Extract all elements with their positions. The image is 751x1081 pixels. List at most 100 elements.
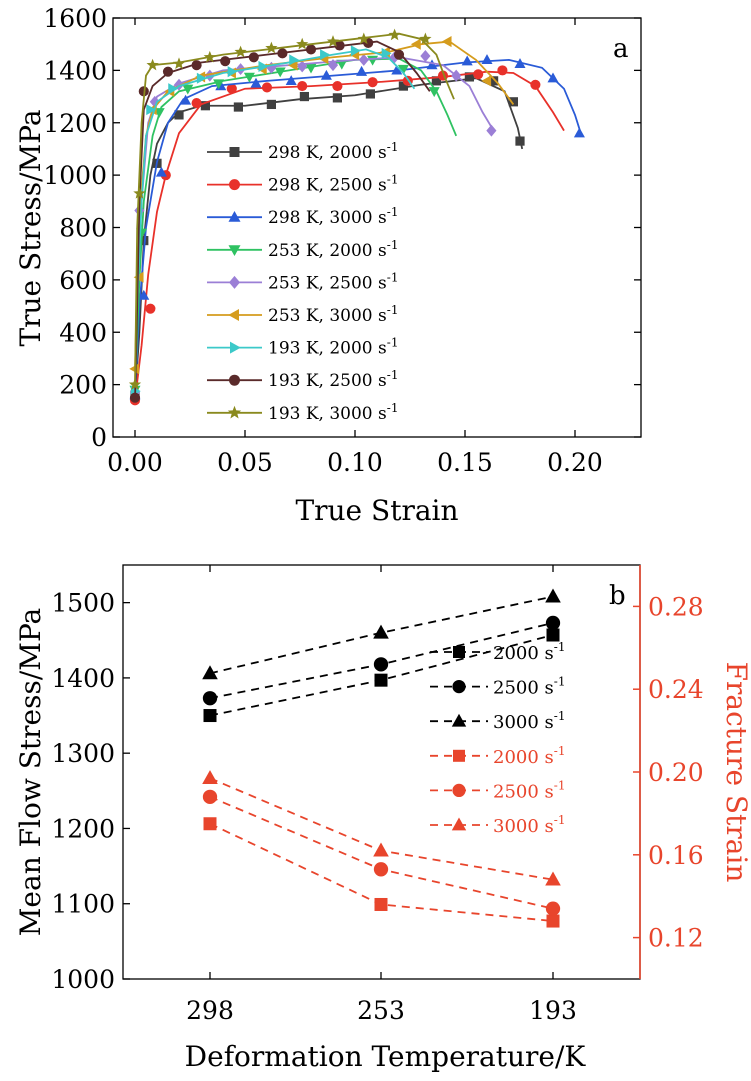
data-point [546,628,560,642]
y-tick-label-a: 200 [59,371,107,400]
data-point [326,35,340,47]
legend-label: 193 K, 2000 s-1 [268,336,398,359]
y-axis-title-a: True Stress/MPa [14,109,47,346]
data-point [373,842,389,857]
legend-entry-b-5: 3000 s-1 [430,813,565,837]
y-tick-label-a: 1000 [43,161,107,190]
data-point [530,79,541,90]
legend-entry-b-3: 2000 s-1 [430,744,565,768]
legend-entry-b-4: 2500 s-1 [430,778,565,802]
legend-entry-a-5: 253 K, 3000 s-1 [207,303,398,326]
series-b-2 [202,588,561,680]
y-tick-label-a: 1200 [43,109,107,138]
data-point [367,77,378,88]
data-point [320,69,332,80]
y-tick-label-right-b: 0.24 [648,675,704,704]
panel-label-b: b [609,581,626,611]
series-b-4 [202,789,561,916]
legend-entry-b-2: 3000 s-1 [430,709,565,733]
legend-label: 2000 s-1 [493,744,565,768]
data-point [320,49,330,61]
data-point [508,97,518,107]
data-point [546,914,560,928]
data-point [332,81,343,92]
legend-entry-b-1: 2500 s-1 [430,675,565,699]
x-tick-label-b: 253 [357,996,405,1025]
data-point [431,76,441,86]
data-point [297,81,308,92]
data-point [139,235,149,246]
series-b-5 [202,770,561,886]
data-point [146,58,159,71]
x-axis-title-a: True Strain [295,494,458,527]
data-point [545,901,561,916]
data-point [200,101,210,111]
data-point [145,303,156,314]
data-point [180,94,192,105]
y-tick-label-b: 1400 [51,664,115,693]
data-point [265,41,278,54]
legend-label: 3000 s-1 [493,813,565,837]
data-point [299,91,309,102]
ticks-a: 0.00 0.05 0.10 0.15 0.20 0 200 400 600 800 1000 120… [43,4,641,477]
data-point [129,363,140,375]
data-point [489,76,499,86]
data-point [297,60,308,73]
data-point [428,87,440,98]
data-point [234,45,247,58]
data-point [162,66,174,77]
legend-marker [228,245,241,257]
x-tick-label-b: 298 [186,996,234,1025]
data-point [573,127,585,138]
legend-entry-a-4: 253 K, 2500 s-1 [207,270,398,293]
data-point [393,49,405,60]
data-point [305,44,317,55]
legend-marker [452,783,466,798]
legend-entry-a-3: 253 K, 2000 s-1 [207,238,398,261]
data-point [182,84,194,95]
data-point [410,38,421,50]
data-point [289,54,300,66]
data-point [473,69,484,80]
data-point [358,53,369,66]
data-point [426,59,438,70]
data-point [332,93,342,103]
data-point [398,81,408,91]
data-point [248,52,259,63]
data-point [381,47,392,59]
y-tick-label-a: 800 [59,214,107,243]
legend-entry-a-6: 193 K, 2000 s-1 [207,336,398,359]
series-line [134,32,455,385]
legend-marker [229,147,240,157]
data-point [545,615,561,631]
y-tick-label-right-b: 0.16 [648,841,704,870]
data-point [155,166,167,177]
legend-marker [451,713,467,727]
data-point [258,60,269,72]
data-point [357,32,370,45]
legend-label: 298 K, 2000 s-1 [268,140,398,163]
legend-label: 2500 s-1 [493,778,565,802]
data-point [196,72,207,84]
series-group-b [202,588,561,928]
legend-label: 2500 s-1 [493,675,565,699]
y-tick-label-b: 1200 [51,814,115,843]
data-point [486,124,497,137]
data-point [138,289,150,300]
data-point [287,59,298,71]
y-axis-title-b: Mean Flow Stress/MPa [14,608,47,936]
data-point [336,59,348,70]
legend-label: 193 K, 3000 s-1 [268,401,398,424]
data-point [220,56,231,67]
legend-marker [229,275,240,289]
data-point [327,59,339,72]
data-point [464,72,474,82]
x-tick-label-a: 0.10 [327,448,383,477]
legend-entry-a-8: 193 K, 3000 s-1 [207,401,398,424]
data-point [203,709,217,723]
data-point [373,862,389,877]
data-point [250,77,262,88]
data-point [441,36,452,48]
data-point [261,82,273,93]
